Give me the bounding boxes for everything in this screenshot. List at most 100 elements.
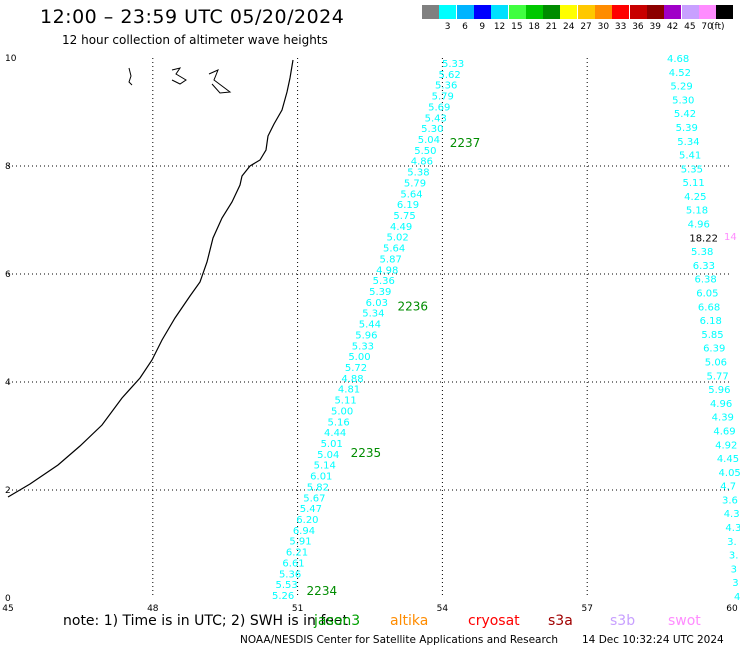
legend-swatch: [508, 5, 526, 19]
legend-label: 39: [649, 22, 661, 32]
track-value: 5.42: [674, 109, 696, 120]
track-value: 5.30: [421, 124, 443, 135]
track-value: 6.68: [698, 302, 720, 313]
legend-swatch: [491, 5, 509, 19]
track-value: 5.11: [334, 396, 356, 407]
track-value: 5.44: [359, 320, 381, 331]
track-value: 5.39: [676, 123, 698, 134]
legend-swatch: [646, 5, 664, 19]
track-value: 5.50: [414, 146, 436, 157]
track-value: 5.26: [272, 591, 294, 602]
track-value: 4: [734, 592, 740, 603]
legend-swatch: [681, 5, 699, 19]
track-value: 6.61: [282, 558, 304, 569]
legend-swatch: [456, 5, 474, 19]
island-outline: [208, 69, 232, 94]
track-value: 5.67: [303, 493, 325, 504]
track-value: 18.22: [689, 233, 718, 244]
legend-label: 36: [632, 22, 644, 32]
track-value: 5.33: [352, 341, 374, 352]
legend-label: 24: [563, 22, 575, 32]
track-value: 5.30: [672, 95, 694, 106]
track-value: 5.36: [279, 569, 301, 580]
track-value: 5.36: [373, 276, 395, 287]
track-value: 5.43: [425, 113, 447, 124]
track-value: 5.18: [686, 206, 708, 217]
legend-swatch: [577, 5, 595, 19]
y-tick-label: 2: [5, 486, 11, 496]
legend-swatch: [698, 5, 716, 19]
legend-swatch: [422, 5, 439, 19]
legend-swatch: [439, 5, 457, 19]
island-outline: [171, 67, 187, 85]
legend-label: 6: [462, 22, 468, 32]
track-value: 6.18: [700, 316, 722, 327]
legend-label: 3: [444, 22, 451, 32]
track-value: 5.02: [386, 233, 408, 244]
track-value: 4.81: [338, 385, 360, 396]
track-value: 5.34: [677, 137, 699, 148]
legend-swatch: [716, 5, 734, 19]
legend-label: 42: [666, 22, 679, 32]
legend-swatch: [612, 5, 630, 19]
track-value: 5.72: [345, 363, 367, 374]
track-value: 5.64: [383, 244, 405, 255]
track-value: 5.69: [428, 102, 450, 113]
legend-swatch: [560, 5, 578, 19]
track-value: 6.94: [293, 526, 315, 537]
legend-label: 18: [528, 22, 540, 32]
track-value: 5.36: [435, 81, 457, 92]
footnote: note: 1) Time is in UTC; 2) SWH is in fe…: [63, 613, 349, 629]
track-value: 4.52: [669, 68, 691, 79]
track-value: 3: [731, 564, 737, 575]
track-value: 4.44: [324, 428, 346, 439]
legend-label: 15: [511, 22, 523, 32]
x-tick-label: 54: [437, 604, 449, 614]
track-value: 5.16: [328, 417, 350, 428]
track-value: 4.45: [717, 454, 739, 465]
track-value: 6.19: [397, 200, 419, 211]
legend-unit: (ft): [711, 22, 725, 32]
satellite-label: s3a: [548, 613, 573, 629]
legend-swatch: [525, 5, 543, 19]
track-value: 4.25: [684, 192, 706, 203]
legend-swatch: [473, 5, 491, 19]
track-value: 4.86: [411, 157, 433, 168]
track-value: 6.20: [296, 515, 318, 526]
y-tick-label: 10: [5, 54, 17, 64]
legend-label: 21: [545, 22, 558, 32]
y-tick-label: 8: [5, 162, 11, 172]
track-value: 5.85: [701, 330, 723, 341]
track-value: 4.7: [720, 482, 736, 493]
track-value: 4.96: [688, 220, 710, 231]
track-value: 4.39: [712, 413, 734, 424]
x-tick-label: 48: [147, 604, 159, 614]
track-value: 5.06: [705, 357, 727, 368]
x-tick-label: 51: [292, 604, 303, 614]
track-value: 3.: [729, 551, 739, 562]
legend-swatch: [595, 5, 612, 19]
y-tick-label: 6: [5, 270, 11, 280]
track-value: 5.39: [369, 287, 391, 298]
track-value: 5.64: [400, 189, 422, 200]
track-value: 5.79: [404, 178, 426, 189]
coastline: [7, 59, 294, 498]
pass-label: 2236: [398, 299, 429, 313]
track-value: 3.6: [722, 495, 738, 506]
track-value: 5.75: [393, 211, 415, 222]
track-value: 5.47: [300, 504, 322, 515]
track-value: 5.53: [275, 580, 297, 591]
track-value: 5.91: [289, 537, 311, 548]
x-tick-label: 45: [2, 604, 13, 614]
track-value: 5.96: [708, 385, 730, 396]
track-value: 5.77: [707, 371, 729, 382]
legend-label: 30: [597, 22, 610, 32]
credit-timestamp: 14 Dec 10:32:24 UTC 2024: [582, 634, 724, 646]
track-value: 4.98: [376, 265, 398, 276]
track-value: 5.79: [432, 92, 454, 103]
track-value: 5.33: [442, 59, 464, 70]
track-value: 5.14: [314, 461, 336, 472]
track-value: 5.00: [348, 352, 370, 363]
legend-label: 70: [701, 22, 713, 32]
